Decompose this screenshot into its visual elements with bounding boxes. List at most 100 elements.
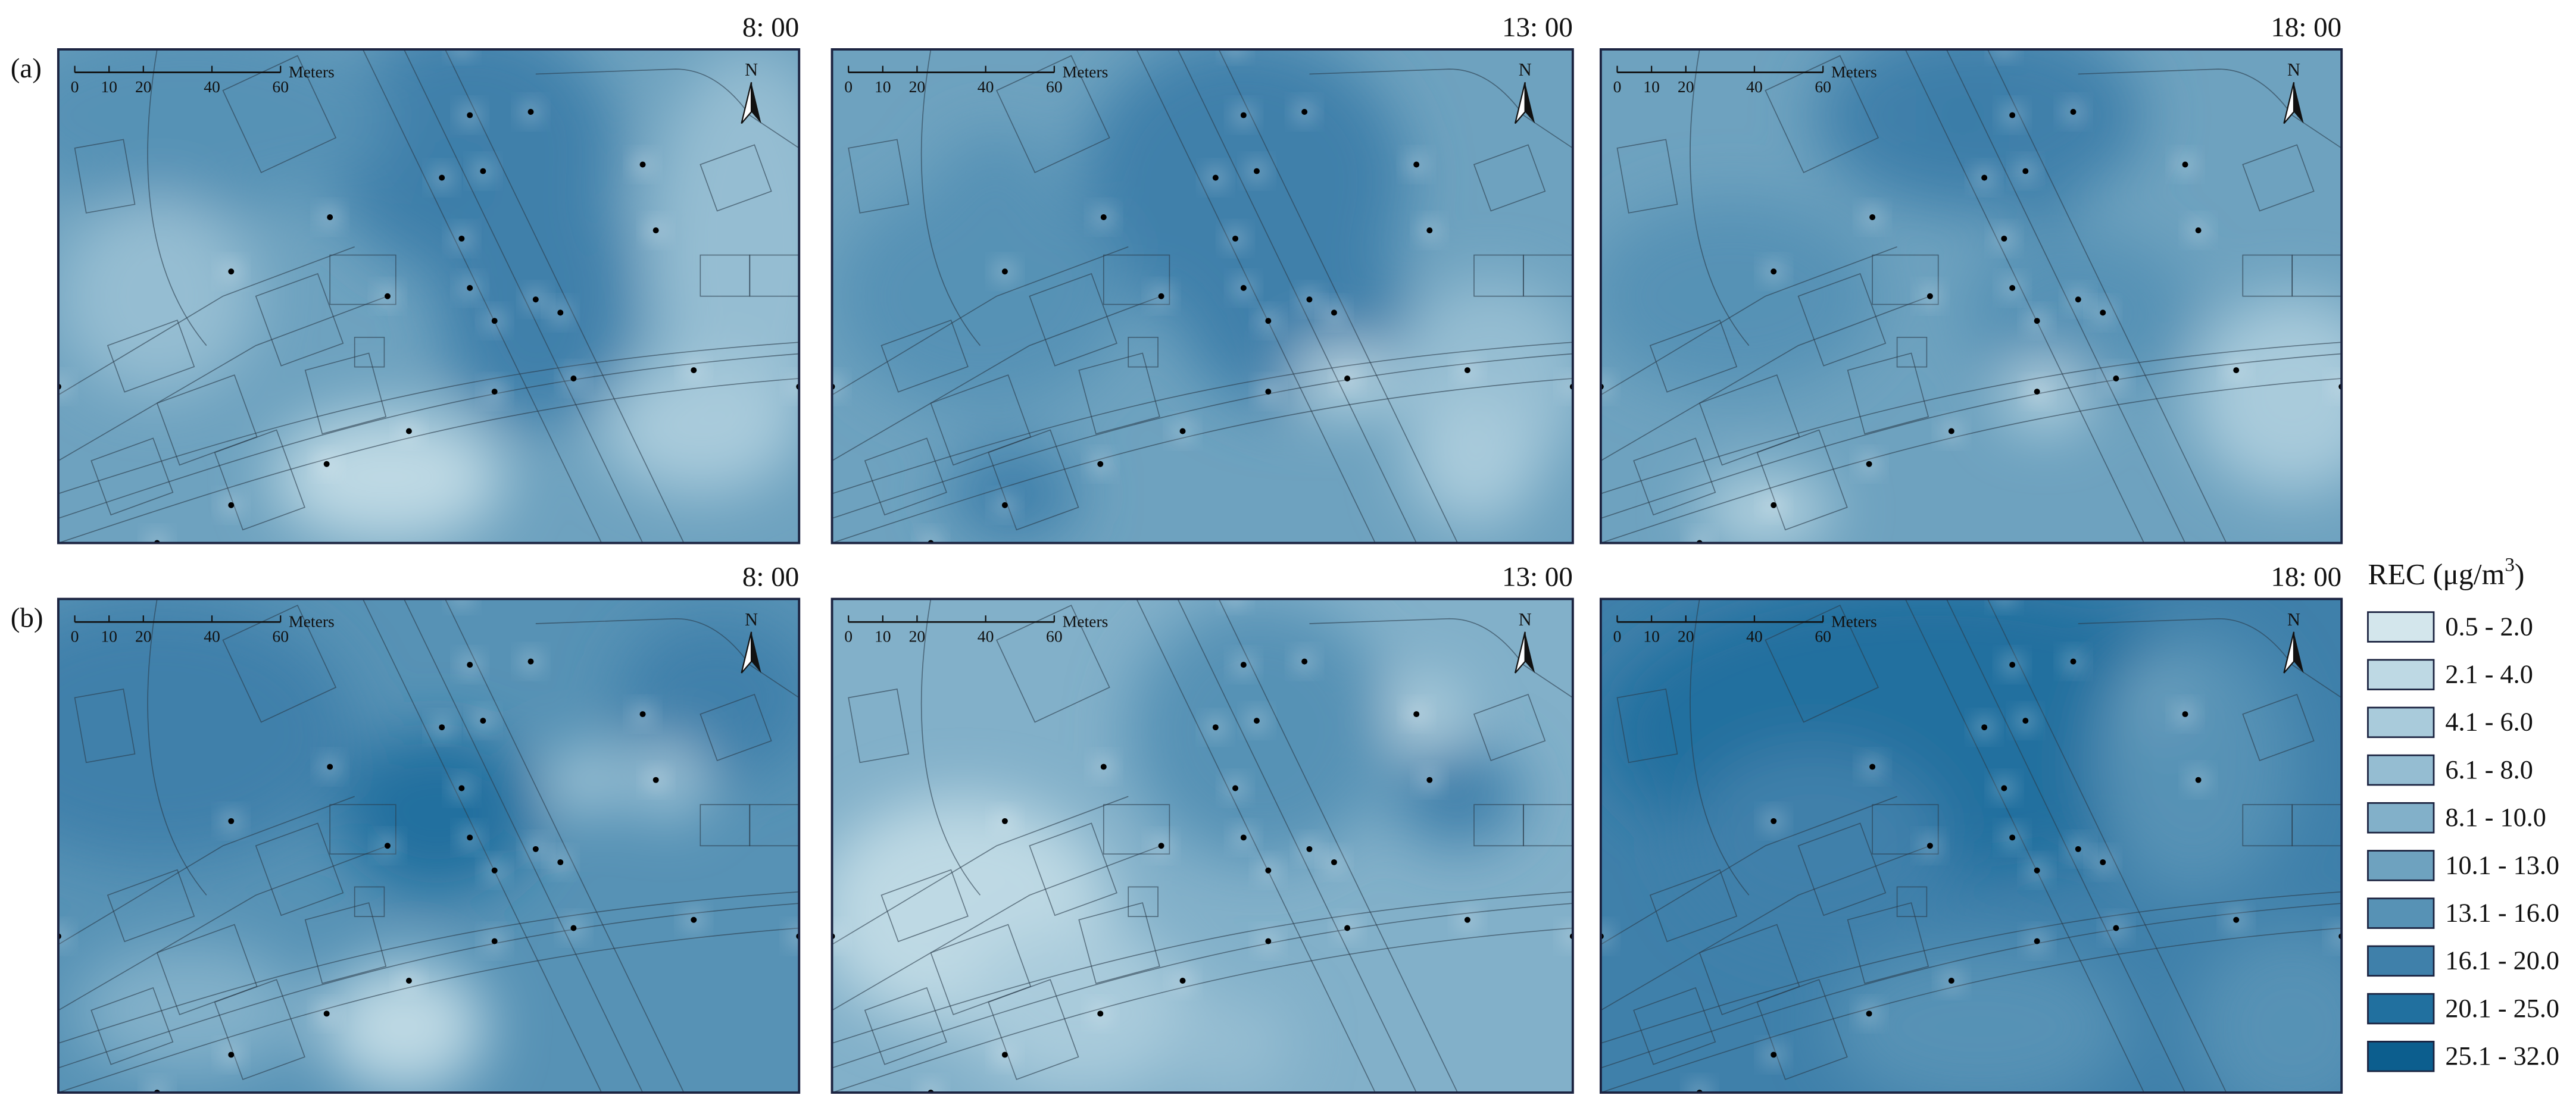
legend-swatch bbox=[2367, 1040, 2435, 1072]
sample-point bbox=[1344, 925, 1351, 931]
legend-label: 2.1 - 4.0 bbox=[2445, 660, 2533, 689]
blobs bbox=[1600, 49, 2342, 543]
building bbox=[1649, 320, 1738, 393]
legend-swatch bbox=[2367, 659, 2435, 690]
building bbox=[749, 804, 800, 847]
legend-swatch bbox=[2367, 897, 2435, 929]
scale-label: 0 bbox=[71, 77, 79, 96]
halo bbox=[1226, 49, 1245, 57]
halo bbox=[1600, 377, 1611, 397]
scale-label: 20 bbox=[135, 77, 152, 96]
row-label: (b) bbox=[11, 603, 43, 634]
road bbox=[832, 845, 1161, 1011]
road bbox=[1690, 49, 1750, 346]
building bbox=[1633, 437, 1716, 516]
scale-label: 40 bbox=[1746, 627, 1763, 645]
sample-point bbox=[1306, 846, 1313, 852]
legend-label: 20.1 - 25.0 bbox=[2445, 994, 2559, 1023]
building bbox=[304, 352, 387, 435]
concentration-blob bbox=[338, 730, 536, 896]
sample-point bbox=[2034, 938, 2040, 944]
scale-label: 0 bbox=[844, 627, 853, 645]
sample-point bbox=[1001, 818, 1008, 824]
halo bbox=[1994, 599, 2013, 606]
halo bbox=[58, 926, 68, 946]
road bbox=[58, 295, 388, 461]
halo bbox=[1690, 1082, 1710, 1093]
map-panel bbox=[58, 599, 800, 1093]
sample-point bbox=[228, 1052, 235, 1058]
sample-point bbox=[2022, 718, 2029, 724]
road bbox=[1136, 49, 1376, 543]
sample-point bbox=[1306, 296, 1313, 303]
building bbox=[864, 987, 947, 1065]
sample-point bbox=[467, 834, 473, 841]
sample-point bbox=[1179, 428, 1186, 434]
legend-swatch bbox=[2367, 850, 2435, 881]
north-label: N bbox=[745, 60, 758, 80]
halo bbox=[832, 926, 842, 946]
road bbox=[832, 891, 1573, 1044]
scale-label: 60 bbox=[272, 77, 289, 96]
north-label: N bbox=[2287, 609, 2300, 630]
concentration-blob bbox=[58, 599, 355, 862]
building bbox=[1473, 144, 1546, 212]
panel-frame bbox=[1599, 597, 2343, 1094]
road bbox=[832, 295, 1161, 461]
road bbox=[147, 49, 207, 346]
road bbox=[1946, 49, 2186, 543]
sample-point bbox=[491, 867, 498, 874]
legend-title-text: REC (μg/m bbox=[2368, 558, 2505, 591]
building bbox=[1797, 273, 1887, 367]
legend-swatch bbox=[2367, 706, 2435, 739]
sample-point bbox=[1926, 293, 1933, 299]
building bbox=[214, 429, 305, 531]
halo bbox=[2331, 377, 2342, 397]
building bbox=[988, 979, 1079, 1080]
legend-label: 0.5 - 2.0 bbox=[2445, 612, 2533, 641]
concentration-blob bbox=[58, 49, 388, 214]
concentration-blob bbox=[2193, 928, 2342, 1093]
scale-label: 0 bbox=[844, 77, 853, 96]
halo bbox=[147, 1082, 167, 1093]
concentration-blob bbox=[963, 928, 1194, 1093]
building bbox=[1756, 979, 1848, 1080]
building bbox=[214, 979, 305, 1080]
road bbox=[1218, 599, 1459, 1093]
sample-point bbox=[1265, 389, 1272, 395]
building bbox=[1616, 139, 1678, 214]
building bbox=[848, 689, 910, 763]
sample-point bbox=[2009, 662, 2016, 668]
sample-point bbox=[1301, 658, 1308, 665]
sample-point bbox=[2113, 925, 2119, 931]
scale-label: 60 bbox=[1046, 627, 1063, 645]
north-label: N bbox=[2287, 60, 2300, 80]
sample-point bbox=[1866, 461, 1872, 467]
road bbox=[445, 49, 685, 543]
scale-unit: Meters bbox=[1063, 62, 1109, 81]
sample-point bbox=[2001, 235, 2007, 242]
sample-point bbox=[570, 375, 577, 381]
road bbox=[1987, 599, 2227, 1093]
building bbox=[90, 437, 174, 516]
building bbox=[329, 254, 396, 305]
sample-point bbox=[2009, 834, 2016, 841]
building bbox=[1797, 822, 1887, 916]
road bbox=[1600, 845, 1931, 1011]
road bbox=[1600, 295, 1931, 461]
sample-point bbox=[1212, 174, 1219, 181]
scale-label: 10 bbox=[1643, 77, 1660, 96]
sample-point bbox=[1100, 763, 1107, 770]
sample-point bbox=[467, 112, 473, 118]
building bbox=[1616, 689, 1678, 763]
road bbox=[1136, 599, 1376, 1093]
building bbox=[107, 869, 195, 943]
legend-label: 8.1 - 10.0 bbox=[2445, 803, 2546, 832]
concentration-blob bbox=[832, 181, 1129, 412]
building bbox=[2242, 144, 2315, 212]
sample-point bbox=[1926, 843, 1933, 849]
legend-title-close: ) bbox=[2515, 558, 2525, 591]
halo bbox=[1690, 533, 1710, 543]
sample-point bbox=[405, 978, 412, 984]
